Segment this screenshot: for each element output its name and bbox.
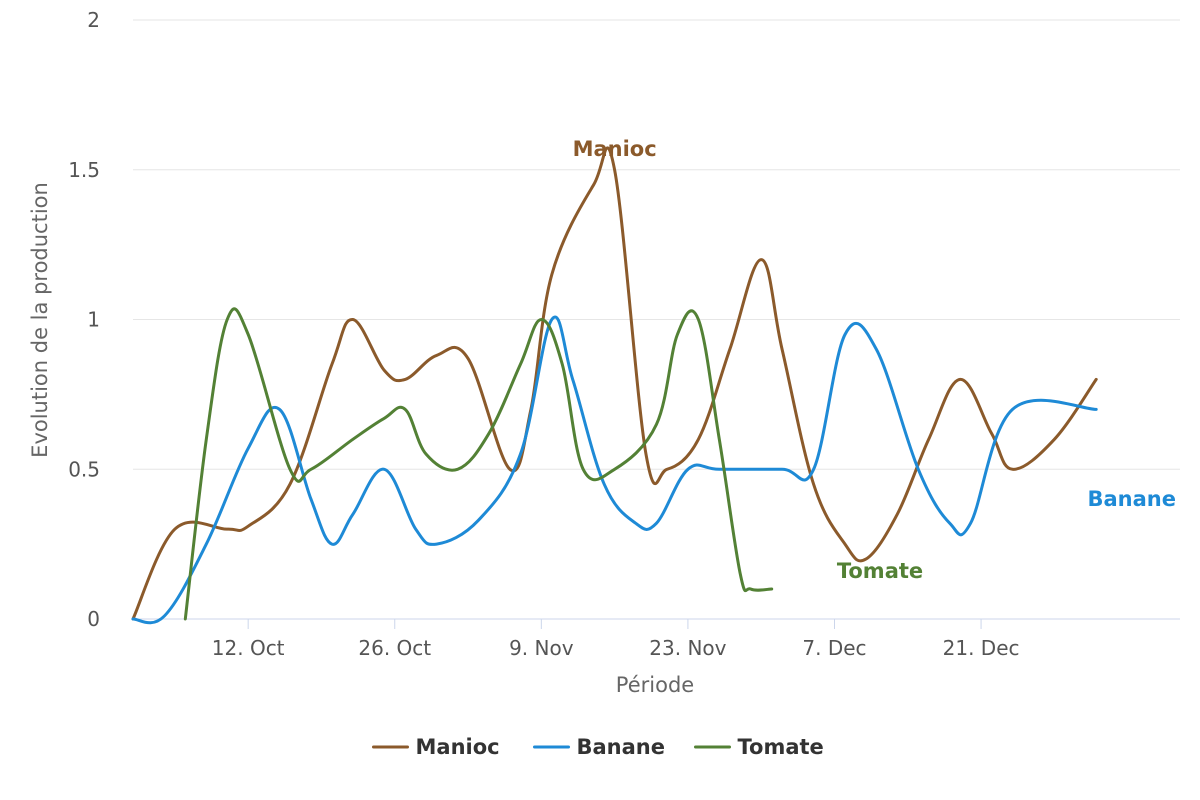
series-label-manioc: Manioc [573, 137, 657, 161]
legend-label: Tomate [738, 735, 824, 759]
x-axis-title: Période [616, 673, 694, 697]
legend-label: Banane [577, 735, 666, 759]
series-group [131, 146, 1098, 625]
series-line-tomate [183, 307, 774, 621]
x-tick-label: 23. Nov [649, 636, 726, 660]
series-line-manioc [131, 146, 1098, 621]
legend-item-tomate[interactable]: Tomate [694, 735, 824, 759]
y-axis-ticks: 0 0.5 1 1.5 2 [68, 8, 100, 631]
series-line-banane [131, 315, 1098, 625]
y-tick-label: 0 [87, 607, 100, 631]
series-labels: Manioc Banane Tomate [573, 137, 1176, 583]
y-tick-label: 1.5 [68, 158, 100, 182]
series-label-tomate: Tomate [837, 559, 923, 583]
y-tick-label: 2 [87, 8, 100, 32]
gridlines [133, 19, 1180, 470]
y-tick-label: 0.5 [68, 457, 100, 481]
legend-item-manioc[interactable]: Manioc [372, 735, 500, 759]
x-tick-label: 26. Oct [358, 636, 431, 660]
x-tick-label: 21. Dec [943, 636, 1020, 660]
y-tick-label: 1 [87, 308, 100, 332]
legend: Manioc Banane Tomate [372, 735, 824, 759]
legend-label: Manioc [416, 735, 500, 759]
y-axis-title: Evolution de la production [28, 182, 52, 458]
x-tick-label: 7. Dec [802, 636, 866, 660]
series-label-banane: Banane [1088, 487, 1177, 511]
x-tick-label: 12. Oct [212, 636, 285, 660]
x-tick-label: 9. Nov [509, 636, 574, 660]
legend-item-banane[interactable]: Banane [533, 735, 666, 759]
x-axis-ticks: 12. Oct 26. Oct 9. Nov 23. Nov 7. Dec 21. Dec [212, 619, 1020, 660]
